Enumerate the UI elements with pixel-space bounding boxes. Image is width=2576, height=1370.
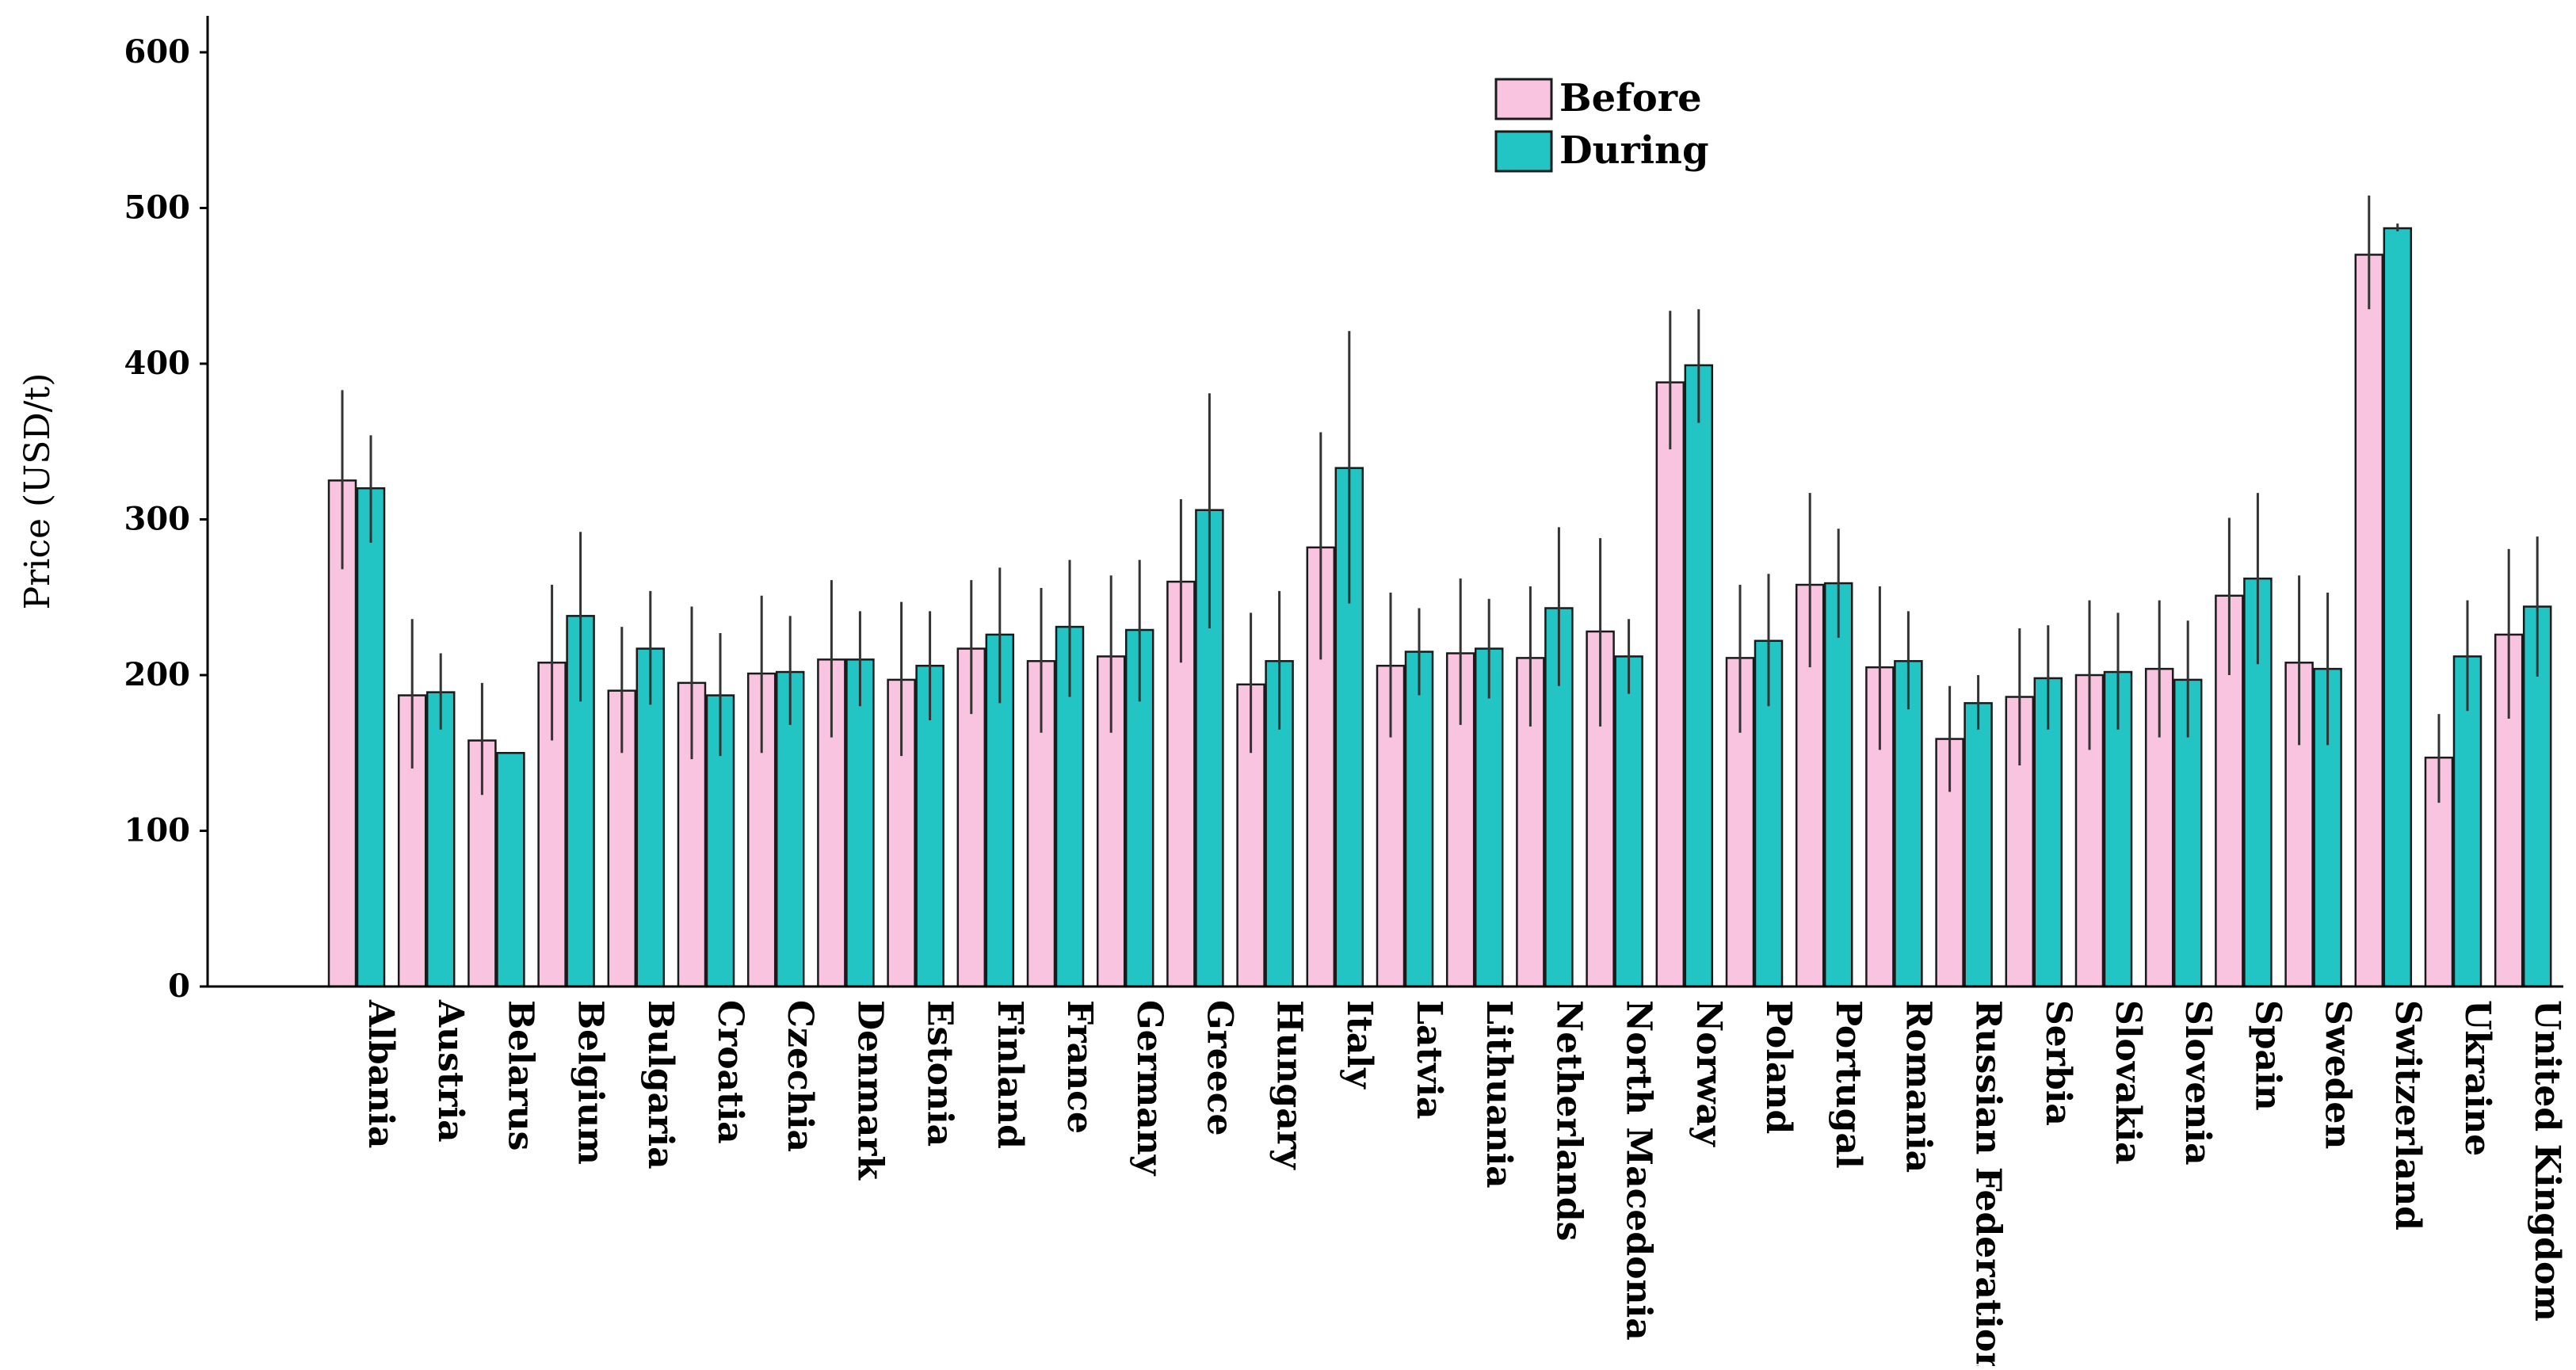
bar-during <box>1894 660 1923 988</box>
legend: Before During <box>1494 76 1709 173</box>
legend-swatch-during <box>1494 130 1553 173</box>
y-tick-label: 600 <box>124 33 191 71</box>
y-tick-label: 0 <box>168 967 190 1005</box>
bar-during <box>2383 227 2413 988</box>
bar-during <box>426 691 456 988</box>
x-tick-label: Spain <box>2247 1000 2288 1111</box>
x-tick-label: Poland <box>1758 1000 1799 1134</box>
x-tick-label: Norway <box>1689 1000 1729 1147</box>
bar-during <box>1823 582 1853 988</box>
x-tick-label: Portugal <box>1828 1000 1868 1169</box>
bar-during <box>1963 702 1993 988</box>
x-tick-label: North Macedonia <box>1619 1000 1659 1341</box>
y-axis-title: Price (USD/t) <box>17 373 58 610</box>
x-tick-label: Switzerland <box>2387 1000 2428 1231</box>
bar-during <box>1404 651 1434 988</box>
x-tick-label: Netherlands <box>1548 1000 1589 1241</box>
x-tick-label: Estonia <box>920 1000 960 1147</box>
y-tick-label: 300 <box>124 501 191 538</box>
x-tick-label: Serbia <box>2038 1000 2078 1126</box>
x-tick-label: Lithuania <box>1479 1000 1519 1189</box>
bar-during <box>1614 655 1643 988</box>
x-tick-label: Sweden <box>2318 1000 2358 1149</box>
x-tick-label: Albania <box>361 999 401 1148</box>
bar-during <box>1474 647 1504 988</box>
x-tick-label: Denmark <box>849 1000 890 1181</box>
legend-label-before: Before <box>1559 76 1702 120</box>
x-tick-label: Belarus <box>500 1000 540 1151</box>
bar-before <box>2354 254 2384 988</box>
x-tick-label: Slovenia <box>2177 1000 2218 1166</box>
x-tick-label: Latvia <box>1409 1000 1449 1120</box>
bar-before <box>1655 381 1685 988</box>
x-tick-label: Germany <box>1129 1000 1170 1177</box>
x-tick-label: Finland <box>990 1000 1030 1149</box>
x-tick-label: Ukraine <box>2457 1000 2498 1156</box>
bar-during <box>356 487 386 988</box>
x-tick-label: Romania <box>1898 1000 1938 1173</box>
x-tick-label: Slovakia <box>2108 1000 2148 1165</box>
x-tick-label: Austria <box>430 999 471 1143</box>
x-tick-label: France <box>1059 1000 1100 1134</box>
legend-swatch-before <box>1494 78 1553 120</box>
axes-layer <box>206 16 2563 988</box>
x-tick-label: Belgium <box>571 1000 611 1165</box>
bar-during <box>845 658 875 988</box>
y-tick-label: 100 <box>124 812 191 849</box>
x-tick-label: Greece <box>1199 1000 1239 1136</box>
x-tick-labels: Albania Austria Belarus Belgium Bulgaria Croa… <box>361 999 2567 1370</box>
bar-during <box>2173 678 2203 988</box>
x-tick-label: Hungary <box>1269 1000 1310 1170</box>
bar-during <box>2452 655 2483 988</box>
y-tick-label: 200 <box>124 656 191 693</box>
x-tick-label: Czechia <box>780 1000 820 1152</box>
y-tick-label: 400 <box>124 345 191 382</box>
y-tick-label: 500 <box>124 189 191 227</box>
y-ticks: 0 100 200 300 400 500 600 <box>124 33 208 1005</box>
x-tick-label: Croatia <box>710 1000 750 1144</box>
x-tick-label: Italy <box>1339 1000 1380 1090</box>
bar-during <box>496 752 525 988</box>
legend-label-during: During <box>1559 128 1709 173</box>
x-tick-label: United Kingdom <box>2527 1000 2567 1322</box>
bar-during <box>1684 364 1714 988</box>
x-tick-label: Russian Federation <box>1968 1000 2009 1366</box>
x-tick-label: Bulgaria <box>640 1000 681 1170</box>
error-bars-layer <box>341 195 2539 803</box>
